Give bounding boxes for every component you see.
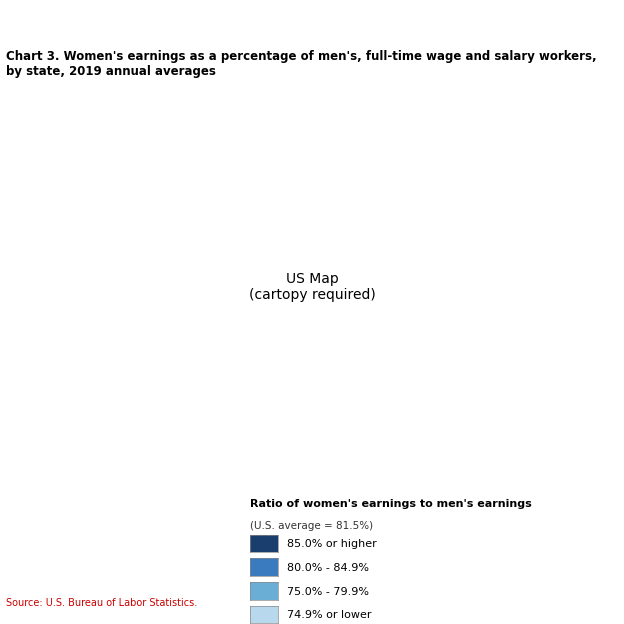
Text: 80.0% - 84.9%: 80.0% - 84.9% (287, 563, 369, 573)
Text: 75.0% - 79.9%: 75.0% - 79.9% (287, 587, 369, 597)
Text: 85.0% or higher: 85.0% or higher (287, 539, 377, 549)
Text: (U.S. average = 81.5%): (U.S. average = 81.5%) (250, 521, 373, 531)
Text: Source: U.S. Bureau of Labor Statistics.: Source: U.S. Bureau of Labor Statistics. (6, 598, 197, 608)
Text: Chart 3. Women's earnings as a percentage of men's, full-time wage and salary wo: Chart 3. Women's earnings as a percentag… (6, 50, 597, 78)
Text: 74.9% or lower: 74.9% or lower (287, 610, 371, 620)
Text: US Map
(cartopy required): US Map (cartopy required) (248, 272, 376, 302)
Text: Ratio of women's earnings to men's earnings: Ratio of women's earnings to men's earni… (250, 499, 532, 509)
